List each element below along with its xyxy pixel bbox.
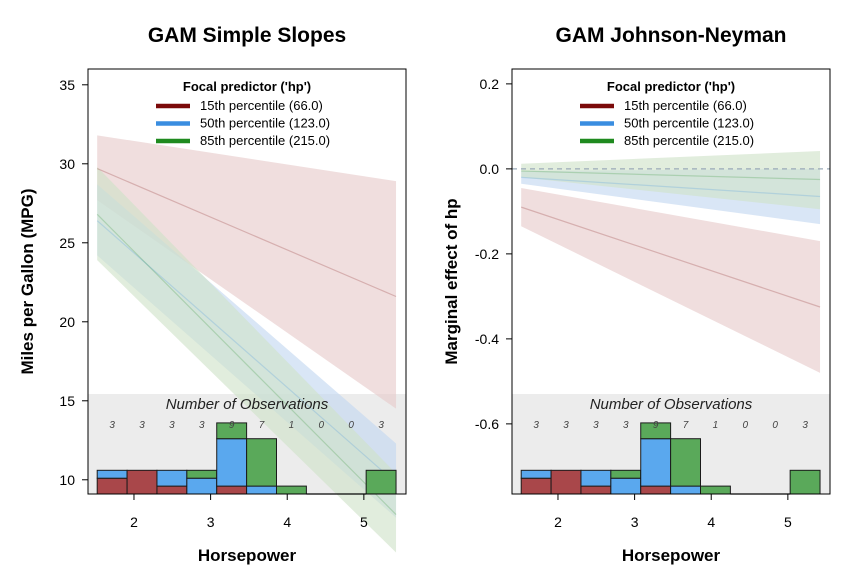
observation-count: 1 — [713, 420, 719, 431]
legend-title: Focal predictor ('hp') — [183, 79, 311, 94]
x-tick-label: 2 — [130, 514, 138, 530]
y-axis-label: Miles per Gallon (MPG) — [18, 188, 37, 374]
observation-count: 3 — [109, 420, 115, 431]
y-tick-label: -0.2 — [475, 246, 499, 262]
histogram-bar-segment — [640, 438, 672, 487]
observation-count: 0 — [319, 420, 325, 431]
observation-count: 3 — [378, 420, 384, 431]
observation-count: 3 — [139, 420, 145, 431]
histogram-bar-segment — [96, 469, 128, 479]
confidence-band-1 — [521, 188, 821, 373]
histogram-bar-segment — [96, 477, 128, 495]
chart-title: GAM Simple Slopes — [148, 24, 346, 47]
observation-count: 7 — [683, 420, 689, 431]
x-axis-label: Horsepower — [622, 546, 721, 565]
y-tick-label: -0.6 — [475, 416, 499, 432]
histogram-bar-segment — [365, 469, 397, 495]
observation-count: 3 — [563, 420, 569, 431]
histogram-bar-segment — [610, 477, 642, 495]
histogram-bar-segment — [789, 469, 821, 495]
legend-entry: 85th percentile (215.0) — [200, 133, 330, 148]
observation-count: 3 — [593, 420, 599, 431]
observation-count: 1 — [289, 420, 295, 431]
y-tick-label: -0.4 — [475, 331, 499, 347]
y-tick-label: 30 — [59, 156, 75, 172]
histogram-bar-segment — [580, 485, 612, 495]
histogram-bar-segment — [276, 485, 307, 495]
histogram-bar-segment — [640, 485, 672, 495]
observation-count: 9 — [653, 420, 659, 431]
x-tick-label: 3 — [631, 514, 639, 530]
y-tick-label: 20 — [59, 314, 75, 330]
legend-entry: 50th percentile (123.0) — [624, 116, 754, 131]
observations-title: Number of Observations — [590, 396, 753, 413]
observation-count: 3 — [623, 420, 629, 431]
legend-entry: 15th percentile (66.0) — [200, 98, 323, 113]
y-tick-label: 25 — [59, 235, 75, 251]
y-tick-label: 10 — [59, 472, 75, 488]
fit-line-1 — [96, 167, 397, 298]
confidence-band-1 — [97, 135, 397, 409]
histogram-bar-segment — [580, 469, 612, 487]
x-tick-label: 3 — [207, 514, 215, 530]
fit-line-3 — [521, 170, 821, 181]
x-tick-label: 2 — [554, 514, 562, 530]
histogram-bar-segment — [700, 485, 731, 495]
y-axis-label: Marginal effect of hp — [442, 198, 461, 364]
fit-line-1 — [521, 206, 821, 308]
histogram-bar-segment — [216, 422, 248, 440]
histogram-bar-segment — [216, 485, 248, 495]
observations-title: Number of Observations — [166, 396, 329, 413]
observation-count: 0 — [772, 420, 778, 431]
histogram-bar-segment — [670, 438, 702, 487]
x-tick-label: 4 — [283, 514, 291, 530]
observation-count: 9 — [229, 420, 235, 431]
x-tick-label: 4 — [707, 514, 715, 530]
histogram-bar-segment — [186, 477, 218, 495]
y-tick-label: 0.0 — [480, 161, 500, 177]
fit-line-3 — [96, 213, 397, 515]
y-tick-label: 35 — [59, 77, 75, 93]
histogram-bar-segment — [246, 438, 278, 487]
y-tick-label: 0.2 — [480, 76, 500, 92]
observation-count: 0 — [348, 420, 354, 431]
x-tick-label: 5 — [360, 514, 368, 530]
observation-count: 3 — [533, 420, 539, 431]
plot-frame — [87, 68, 407, 495]
histogram-bar-segment — [156, 469, 188, 487]
chart-title: GAM Johnson-Neyman — [555, 24, 786, 47]
y-tick-label: 15 — [59, 393, 75, 409]
plot-frame — [511, 68, 831, 495]
histogram-bar-segment — [126, 469, 158, 495]
observation-count: 7 — [259, 420, 265, 431]
histogram-bar-segment — [610, 469, 642, 479]
observation-count: 3 — [199, 420, 205, 431]
confidence-band-3 — [97, 166, 397, 553]
legend-entry: 15th percentile (66.0) — [624, 98, 747, 113]
legend-entry: 50th percentile (123.0) — [200, 116, 330, 131]
histogram-bar-segment — [670, 485, 702, 495]
observation-count: 3 — [169, 420, 175, 431]
x-axis-label: Horsepower — [198, 546, 297, 565]
observation-count: 3 — [802, 420, 808, 431]
histogram-bar-segment — [520, 477, 552, 495]
histogram-bar-segment — [550, 469, 582, 495]
histogram-bar-segment — [186, 469, 218, 479]
histogram-bar-segment — [640, 422, 672, 440]
fit-line-2 — [521, 176, 821, 198]
observation-count: 0 — [743, 420, 749, 431]
fit-line-2 — [96, 220, 397, 484]
histogram-bar-segment — [520, 469, 552, 479]
legend-entry: 85th percentile (215.0) — [624, 133, 754, 148]
chart-panel-2: 3 3 3 3 9 7 1 0 0 3 Number of Observations 2 3 4 5 0.2 0… — [442, 24, 831, 565]
histogram-bar-segment — [156, 485, 188, 495]
histogram-bar-segment — [216, 438, 248, 487]
legend-title: Focal predictor ('hp') — [607, 79, 735, 94]
confidence-band-3 — [521, 151, 821, 210]
x-tick-label: 5 — [784, 514, 792, 530]
histogram-bar-segment — [246, 485, 278, 495]
